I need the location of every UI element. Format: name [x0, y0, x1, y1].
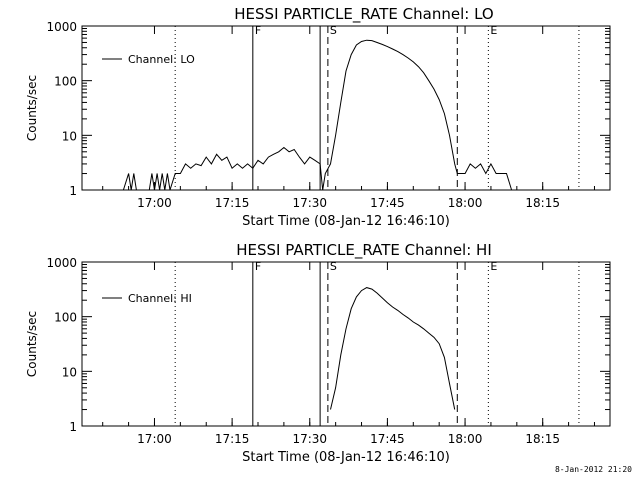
hi-x-tick-label: 18:15 — [525, 432, 560, 446]
lo-y-tick-label: 100 — [54, 75, 77, 89]
hi-x-tick-label: 17:15 — [215, 432, 250, 446]
hi-marker-label: E — [490, 260, 497, 273]
lo-x-tick-label: 17:45 — [370, 196, 405, 210]
hi-x-tick-label: 18:00 — [448, 432, 483, 446]
hi-marker-label: F — [255, 260, 261, 273]
lo-x-tick-label: 18:15 — [525, 196, 560, 210]
lo-x-tick-label: 17:30 — [292, 196, 327, 210]
lo-y-tick-label: 10 — [62, 129, 77, 143]
lo-marker-label: F — [255, 24, 261, 37]
lo-y-axis-label: Counts/sec — [25, 75, 39, 141]
lo-axis-ticks: 17:00 17:15 17:30 17:45 18:00 18:15 1 10 100 1000 — [46, 20, 610, 210]
hi-x-axis-label: Start Time (08-Jan-12 16:46:10) — [242, 450, 450, 465]
lo-y-tick-label: 1000 — [46, 20, 77, 34]
lo-plot-frame — [81, 25, 611, 191]
hi-chart-title: HESSI PARTICLE_RATE Channel: HI — [236, 241, 492, 260]
hi-x-tick-label: 17:30 — [292, 432, 327, 446]
hi-x-tick-label: 17:45 — [370, 432, 405, 446]
hi-legend-label: Channel: HI — [128, 292, 192, 305]
hi-y-tick-label: 100 — [54, 311, 77, 325]
lo-legend-label: Channel: LO — [128, 53, 195, 66]
hi-axis-ticks: 17:00 17:15 17:30 17:45 18:00 18:15 1 10 100 1000 — [46, 256, 610, 446]
hi-series-line — [330, 287, 456, 410]
hi-marker-label: S — [330, 260, 337, 273]
lo-x-axis-label: Start Time (08-Jan-12 16:46:10) — [242, 214, 450, 229]
hi-y-axis-label: Counts/sec — [25, 311, 39, 377]
generation-timestamp: 8-Jan-2012 21:20 — [554, 465, 632, 474]
lo-chart-title: HESSI PARTICLE_RATE Channel: LO — [234, 5, 493, 24]
hi-channel-chart: HESSI PARTICLE_RATE Channel: HI Counts/s… — [25, 241, 611, 465]
hi-y-tick-label: 1 — [69, 420, 77, 434]
lo-marker-label: E — [490, 24, 497, 37]
hi-plot-frame — [81, 261, 611, 427]
lo-channel-chart: HESSI PARTICLE_RATE Channel: LO Counts/s… — [25, 5, 611, 229]
hi-y-tick-label: 1000 — [46, 256, 77, 270]
hi-y-tick-label: 10 — [62, 365, 77, 379]
lo-x-tick-label: 18:00 — [448, 196, 483, 210]
hi-x-tick-label: 17:00 — [137, 432, 172, 446]
lo-series-line — [122, 39, 513, 191]
lo-x-tick-label: 17:15 — [215, 196, 250, 210]
lo-marker-label: S — [330, 24, 337, 37]
lo-x-tick-label: 17:00 — [137, 196, 172, 210]
lo-y-tick-label: 1 — [69, 184, 77, 198]
